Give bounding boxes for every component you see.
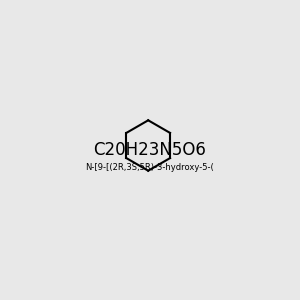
Text: N-[9-[(2R,3S,5R)-3-hydroxy-5-(: N-[9-[(2R,3S,5R)-3-hydroxy-5-( [85,164,214,172]
Text: C20H23N5O6: C20H23N5O6 [94,141,206,159]
